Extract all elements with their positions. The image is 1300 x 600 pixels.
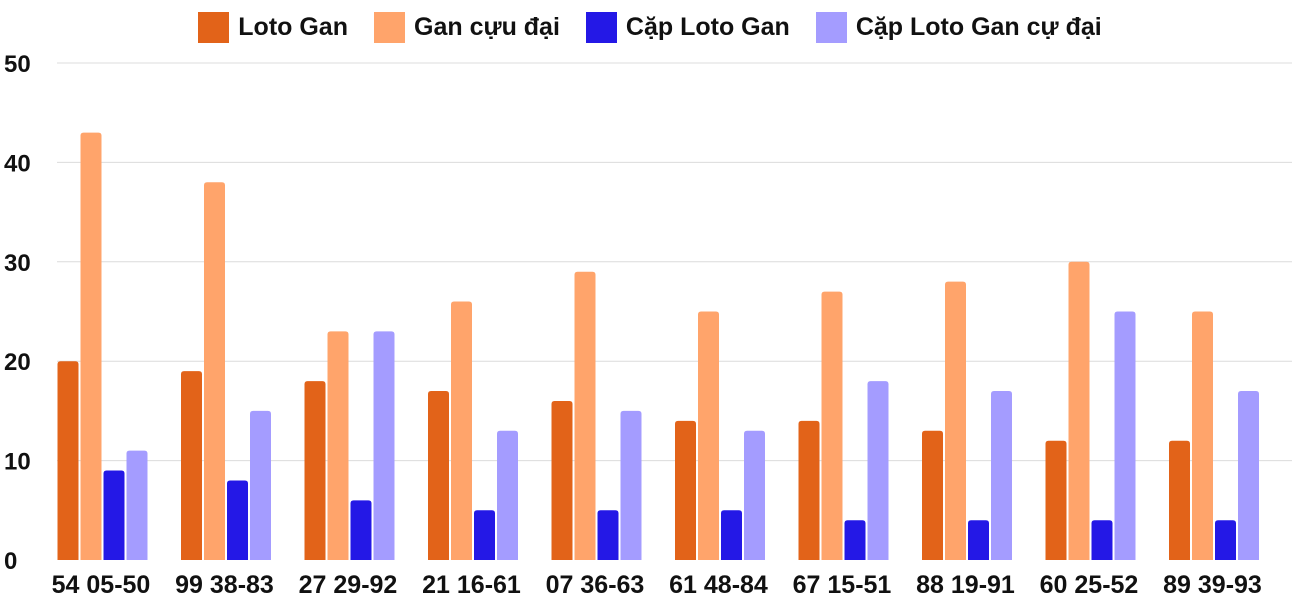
- bar-3-21-16-61: [474, 510, 495, 560]
- y-tick-label: 30: [4, 250, 31, 277]
- bar-1-89-39-93: [1169, 440, 1190, 560]
- y-tick-label: 10: [4, 449, 31, 476]
- legend-label-cap-loto-gan-cu-dai: Cặp Loto Gan cự đại: [855, 13, 1102, 41]
- bar-4-67-15-51: [867, 381, 889, 560]
- bar-2-61-48-84: [698, 311, 719, 560]
- y-tick-label: 0: [4, 548, 17, 575]
- bar-3-88-19-91: [968, 520, 989, 560]
- legend-item-cap-loto-gan: Cặp Loto Gan: [585, 12, 790, 43]
- legend-swatch-cap-loto-gan-cu-dai: [815, 12, 847, 43]
- bar-4-27-29-92: [373, 331, 395, 560]
- legend-item-cap-loto-gan-cu-dai: Cặp Loto Gan cự đại: [815, 12, 1102, 43]
- bar-1-21-16-61: [428, 391, 449, 560]
- bar-1-54-05-50: [57, 361, 79, 560]
- legend-label-loto-gan: Loto Gan: [238, 13, 348, 41]
- bar-2-07-36-63: [574, 271, 596, 560]
- x-tick-label: 27 29-92: [299, 571, 398, 599]
- bar-3-60-25-52: [1091, 520, 1113, 560]
- legend-label-gan-cuu-dai: Gan cựu đại: [414, 13, 560, 41]
- x-tick-label: 99 38-83: [175, 571, 274, 599]
- legend-swatch-cap-loto-gan: [585, 12, 617, 43]
- x-tick-label: 54 05-50: [52, 571, 151, 599]
- y-tick-label: 50: [4, 51, 31, 78]
- bar-4-61-48-84: [744, 430, 765, 560]
- bar-2-89-39-93: [1192, 311, 1213, 560]
- bar-4-21-16-61: [497, 430, 518, 560]
- bar-1-61-48-84: [675, 420, 696, 560]
- bar-4-88-19-91: [991, 391, 1012, 560]
- bar-4-60-25-52: [1114, 311, 1136, 560]
- bar-2-21-16-61: [451, 301, 472, 560]
- bar-4-07-36-63: [620, 410, 642, 560]
- bar-2-60-25-52: [1068, 261, 1090, 560]
- bar-2-67-15-51: [821, 291, 843, 560]
- bar-4-54-05-50: [126, 450, 148, 560]
- chart-legend: Loto Gan Gan cựu đại Cặp Loto Gan Cặp Lo…: [0, 12, 1300, 43]
- bar-4-89-39-93: [1238, 391, 1259, 560]
- bar-3-27-29-92: [350, 500, 372, 560]
- x-tick-label: 07 36-63: [546, 571, 645, 599]
- bar-1-07-36-63: [551, 400, 573, 560]
- x-tick-label: 60 25-52: [1040, 571, 1139, 599]
- x-tick-label: 89 39-93: [1163, 571, 1262, 599]
- bar-1-88-19-91: [922, 430, 943, 560]
- bar-3-99-38-83: [227, 480, 248, 560]
- legend-swatch-loto-gan: [198, 12, 230, 43]
- bar-3-07-36-63: [597, 510, 619, 560]
- legend-swatch-gan-cuu-dai: [374, 12, 405, 43]
- bar-1-99-38-83: [181, 371, 202, 560]
- legend-item-gan-cuu-dai: Gan cựu đại: [374, 12, 560, 43]
- bar-3-89-39-93: [1215, 520, 1236, 560]
- bar-2-27-29-92: [327, 331, 349, 560]
- x-tick-label: 61 48-84: [669, 571, 768, 599]
- y-tick-label: 20: [4, 349, 31, 376]
- y-tick-label: 40: [4, 150, 31, 177]
- bar-3-61-48-84: [721, 510, 742, 560]
- bar-1-27-29-92: [304, 381, 326, 560]
- legend-item-loto-gan: Loto Gan: [198, 12, 348, 43]
- x-tick-label: 21 16-61: [422, 571, 521, 599]
- x-tick-label: 67 15-51: [793, 571, 892, 599]
- bar-3-54-05-50: [103, 470, 125, 560]
- bar-1-60-25-52: [1045, 440, 1067, 560]
- bar-2-54-05-50: [80, 132, 102, 560]
- bar-1-67-15-51: [798, 420, 820, 560]
- x-tick-label: 88 19-91: [916, 571, 1015, 599]
- legend-label-cap-loto-gan: Cặp Loto Gan: [625, 13, 790, 41]
- bar-2-99-38-83: [204, 182, 225, 560]
- bar-3-67-15-51: [844, 520, 866, 560]
- bar-2-88-19-91: [945, 281, 966, 560]
- bar-4-99-38-83: [250, 410, 271, 560]
